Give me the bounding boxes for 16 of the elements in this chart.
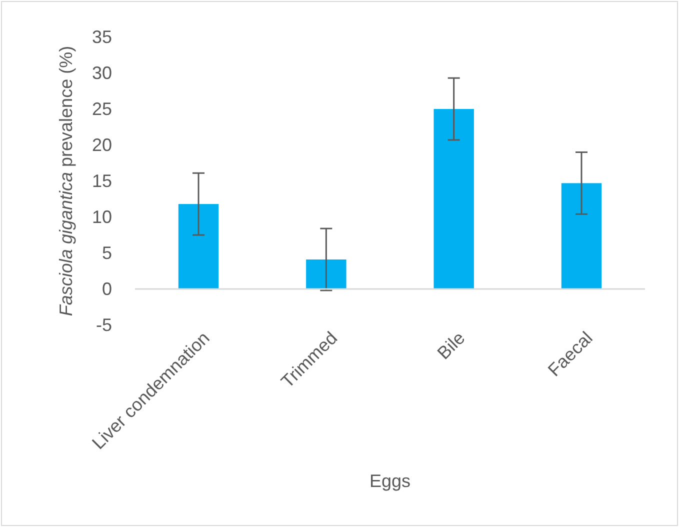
y-tick-label: 35 <box>92 26 112 47</box>
y-axis-title: Fasciola gigantica prevalence (%) <box>56 46 76 316</box>
y-tick-label: 0 <box>102 278 112 299</box>
y-tick-label: 30 <box>92 62 112 83</box>
y-tick-label: 20 <box>92 134 112 155</box>
bar <box>434 109 474 289</box>
y-tick-label: 10 <box>92 206 112 227</box>
bar <box>306 259 346 289</box>
bar <box>178 204 219 289</box>
y-tick-label: 25 <box>92 98 112 119</box>
y-tick-label: -5 <box>96 314 112 335</box>
x-axis-title: Eggs <box>369 471 411 491</box>
bar <box>561 183 602 289</box>
y-tick-label: 5 <box>102 242 112 263</box>
x-tick-label: Bile <box>433 328 469 364</box>
y-tick-label: 15 <box>92 170 112 191</box>
